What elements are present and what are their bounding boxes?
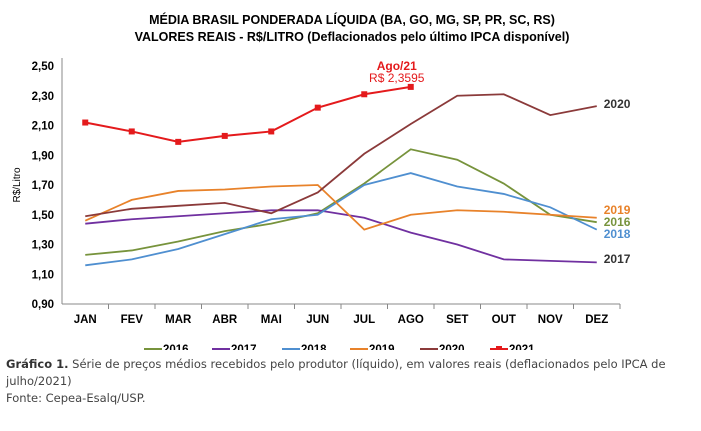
data-point-2021 bbox=[361, 91, 368, 98]
series-line-2019 bbox=[84, 184, 597, 231]
y-tick-label: 1,30 bbox=[32, 240, 54, 252]
series-line-2021 bbox=[85, 85, 411, 143]
x-tick-label: MAR bbox=[165, 314, 192, 326]
x-tick-label: JAN bbox=[74, 314, 97, 326]
y-tick-label: 2,30 bbox=[32, 91, 54, 103]
x-tick-label: MAI bbox=[261, 314, 282, 326]
series-line-2020 bbox=[85, 93, 597, 218]
x-tick-label: JUL bbox=[353, 314, 375, 326]
y-tick-label: 1,50 bbox=[32, 210, 54, 222]
line-chart: MÉDIA BRASIL PONDERADA LÍQUIDA (BA, GO, … bbox=[12, 12, 631, 350]
legend-label-2019: 2019 bbox=[369, 344, 395, 350]
x-tick-label: SET bbox=[446, 314, 468, 326]
y-tick-label: 1,10 bbox=[32, 269, 54, 281]
annotation-label: R$ 2,3595 bbox=[369, 71, 425, 85]
x-tick-label: AGO bbox=[398, 314, 424, 326]
series-end-label-2020: 2020 bbox=[604, 97, 631, 111]
series-end-label-2018: 2018 bbox=[604, 227, 631, 241]
data-point-2021 bbox=[314, 104, 321, 111]
y-tick-label: 1,70 bbox=[32, 180, 54, 192]
series-end-label-2017: 2017 bbox=[604, 252, 631, 266]
chart-title-line-1: MÉDIA BRASIL PONDERADA LÍQUIDA (BA, GO, … bbox=[149, 12, 555, 27]
x-tick-label: OUT bbox=[492, 314, 516, 326]
data-point-2021 bbox=[221, 132, 228, 139]
series-end-label-2019: 2019 bbox=[604, 203, 631, 217]
x-tick-label: NOV bbox=[538, 314, 563, 326]
x-tick-label: FEV bbox=[121, 314, 144, 326]
x-tick-label: JUN bbox=[306, 314, 329, 326]
caption-label: Gráfico 1. bbox=[6, 357, 69, 371]
series-line-2016 bbox=[85, 148, 597, 256]
legend-marker-2021 bbox=[496, 346, 502, 350]
chart-title-line-2: VALORES REAIS - R$/LITRO (Deflacionados … bbox=[135, 30, 570, 44]
legend-label-2017: 2017 bbox=[231, 344, 257, 350]
y-tick-label: 2,10 bbox=[32, 121, 54, 133]
data-point-2021 bbox=[128, 128, 135, 135]
series-line-2017 bbox=[85, 209, 597, 264]
y-axis-label: R$/Litro bbox=[12, 167, 23, 202]
y-tick-label: 0,90 bbox=[32, 299, 54, 311]
y-tick-label: 2,50 bbox=[32, 61, 54, 73]
x-tick-label: ABR bbox=[212, 314, 238, 326]
legend-label-2020: 2020 bbox=[439, 344, 465, 350]
caption-source: Fonte: Cepea-Esalq/USP. bbox=[6, 391, 146, 405]
data-point-2021 bbox=[268, 128, 275, 135]
x-tick-label: DEZ bbox=[585, 314, 608, 326]
legend-label-2021: 2021 bbox=[509, 344, 535, 350]
series-line-2018 bbox=[85, 172, 598, 267]
data-point-2021 bbox=[407, 83, 414, 90]
figure-caption: Gráfico 1. Série de preços médios recebi… bbox=[6, 356, 696, 407]
y-tick-label: 1,90 bbox=[32, 150, 54, 162]
annotation-label: Ago/21 bbox=[377, 59, 417, 73]
data-point-2021 bbox=[82, 119, 89, 126]
series-end-label-2016: 2016 bbox=[604, 215, 631, 229]
caption-text: Série de preços médios recebidos pelo pr… bbox=[6, 357, 666, 388]
legend-label-2018: 2018 bbox=[301, 344, 327, 350]
data-point-2021 bbox=[175, 138, 182, 145]
legend-label-2016: 2016 bbox=[163, 344, 189, 350]
